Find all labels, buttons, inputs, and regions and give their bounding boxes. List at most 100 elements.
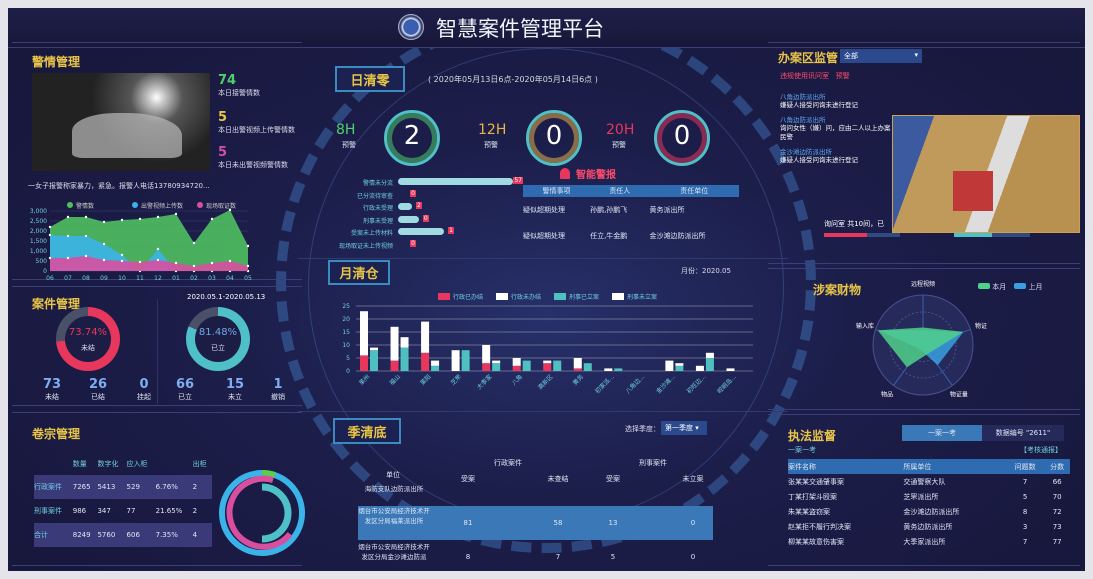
tab-one-case-one-review[interactable]: 一案一考 — [902, 425, 982, 441]
x-tick-label: 崆峒岛... — [715, 373, 737, 395]
bar-刑事未立案[interactable] — [675, 363, 684, 366]
smart-warning-header: 智能警报 — [560, 166, 616, 181]
stat-value: 5 — [218, 145, 228, 160]
review-report-link[interactable]: 【考核通报】 — [1020, 446, 1062, 454]
bar-行政未办结[interactable] — [665, 360, 674, 371]
bar-刑事已立案[interactable] — [614, 368, 623, 371]
data-point — [156, 215, 160, 219]
x-tick-label: 莱阳 — [418, 373, 432, 387]
stat-label: 未结 — [45, 393, 59, 401]
table-row[interactable]: 赵某拒不履行判决案 黄务边防派出所 3 73 — [788, 519, 1070, 534]
col-header: 单位 — [386, 471, 400, 479]
daily-date-range: ( 2020年05月13日6点-2020年05月14日6点 ) — [428, 75, 598, 84]
bar-行政未办结[interactable] — [695, 365, 704, 371]
bar-行政已办结[interactable] — [482, 363, 491, 371]
office-area-select[interactable]: 全部 ▾ — [840, 49, 922, 63]
table-cell: 58 — [553, 519, 563, 527]
bar-行政已办结[interactable] — [512, 365, 521, 371]
bar-刑事未立案[interactable] — [431, 360, 440, 366]
progress-bar: 2 — [398, 202, 422, 210]
data-point — [138, 260, 142, 264]
bar-行政已办结[interactable] — [360, 355, 368, 371]
table-row[interactable]: 柳某某故意伤害案 大季家派出所 7 77 — [788, 534, 1070, 549]
bar-行政未办结[interactable] — [390, 326, 399, 361]
table-row[interactable]: 合计 8249 5760 606 7.35% 4 — [34, 523, 212, 547]
office-footer: 询问室 共10间，已 — [824, 220, 885, 228]
office-alert: 违规使用讯问室 预警 — [780, 72, 850, 80]
quarter-select[interactable]: 第一季度 ▾ — [661, 421, 707, 435]
bar-行政未办结[interactable] — [604, 368, 613, 371]
bar-刑事已立案[interactable] — [492, 363, 501, 371]
table-row[interactable]: 疑似超期处理 孙鹏,孙鹏飞 黄务派出所 — [523, 206, 685, 214]
table-row[interactable]: 烟台市公安局经济技术开发区分局福莱派出所 81 58 13 0 — [358, 506, 713, 540]
y-tick-label: 2,500 — [30, 218, 47, 225]
office-item-title[interactable]: 金沙滩边防派出所 — [780, 148, 832, 156]
x-tick-label: 12 — [154, 275, 162, 281]
legend-item: 行政未办结 — [496, 293, 541, 301]
table-cell: 8 — [1022, 507, 1028, 516]
bar-行政未办结[interactable] — [360, 311, 368, 356]
bar-行政未办结[interactable] — [573, 358, 582, 369]
bar-行政未办结[interactable] — [482, 345, 491, 364]
table-row[interactable]: 行政案件 7265 5413 529 6.76% 2 — [34, 475, 212, 499]
table-row[interactable]: 丁某打架斗殴案 芝罘派出所 5 70 — [788, 489, 1070, 504]
data-point — [192, 241, 196, 245]
table-row[interactable]: 疑似超期处理 任立,牛金鹏 金沙滩边防派出所 — [523, 232, 706, 240]
bar-刑事未立案[interactable] — [705, 352, 714, 358]
x-tick-label: 福山 — [388, 373, 402, 387]
bar-刑事未立案[interactable] — [370, 347, 378, 351]
col-header: 受案 — [461, 475, 475, 483]
tab-data-number[interactable]: 数据编号 "2611" — [982, 425, 1064, 441]
bar-行政未办结[interactable] — [421, 321, 430, 353]
warning-title: 智能警报 — [576, 170, 616, 181]
timer-hour: 20H — [606, 122, 635, 138]
bar-刑事已立案[interactable] — [461, 350, 470, 371]
alert-video-feed[interactable] — [32, 73, 210, 171]
data-point — [48, 225, 52, 229]
alert-trend-chart: 警情数 出警视频上传数 现场取证数 0 500 1,000 1,500 2,000 2,500 3… — [30, 202, 252, 281]
table-cell: 2 — [192, 483, 198, 491]
table-row[interactable]: 刑事案件 986 347 77 21.65% 2 — [34, 499, 212, 523]
table-row[interactable]: 朱某某盗窃案 金沙滩边防派出所 8 72 — [788, 504, 1070, 519]
progress-label: 刑事未受理 — [362, 217, 393, 225]
table-cell: 7 — [555, 553, 561, 561]
table-row[interactable]: 烟台市公安局经济技术开发区分局金沙滩边防派 8 7 5 0 — [358, 542, 713, 571]
bar-刑事已立案[interactable] — [522, 360, 531, 371]
table-row[interactable]: 海防支队边防派出所 — [358, 484, 713, 506]
police-badge-logo — [398, 14, 424, 40]
bar-行政未办结[interactable] — [512, 358, 521, 366]
alerts-panel: 警情管理 74 本日接警情数 5 本日出警视频上传警情数 5 本日未出警视频警情… — [12, 42, 302, 281]
bar-行政未办结[interactable] — [543, 360, 552, 364]
office-item-title[interactable]: 八角边防派出所 — [780, 93, 826, 101]
donut-percent: 73.74% — [68, 327, 108, 338]
bar-刑事已立案[interactable] — [675, 365, 684, 371]
timer-hour: 8H — [336, 122, 356, 138]
table-cell: 8 — [465, 553, 471, 561]
office-item-title[interactable]: 八角边防派出所 — [780, 116, 826, 124]
bar-刑事已立案[interactable] — [431, 365, 440, 371]
bar-刑事未立案[interactable] — [492, 360, 501, 364]
radar-axis-label: 物品 — [881, 390, 893, 398]
data-point — [48, 256, 52, 260]
progress-label: 已分流待审查 — [356, 192, 393, 200]
bar-刑事已立案[interactable] — [400, 347, 409, 371]
bar-行政已办结[interactable] — [573, 368, 582, 371]
bar-刑事已立案[interactable] — [705, 358, 714, 371]
interrogation-room-camera[interactable] — [892, 115, 1080, 233]
legend-item: 刑事已立案 — [554, 293, 599, 301]
data-point — [84, 215, 88, 219]
supervision-panel: 执法监督 一案一考 数据编号 "2611" 一案一考 【考核通报】 案件名称 所属… — [768, 414, 1080, 566]
timer-gauge: 2 — [384, 110, 440, 166]
bar-刑事已立案[interactable] — [583, 363, 592, 371]
bar-行政已办结[interactable] — [390, 360, 399, 371]
bar-行政已办结[interactable] — [421, 352, 430, 371]
bar-行政已办结[interactable] — [543, 363, 552, 371]
bar-行政未办结[interactable] — [726, 368, 735, 371]
bar-刑事未立案[interactable] — [400, 337, 409, 348]
bar-行政未办结[interactable] — [451, 350, 460, 371]
bar-刑事已立案[interactable] — [553, 360, 562, 371]
table-row[interactable]: 张某某交通肇事案 交通警察大队 7 66 — [788, 474, 1070, 489]
bar-刑事已立案[interactable] — [370, 350, 378, 371]
svg-text:警情数: 警情数 — [76, 202, 94, 210]
y-tick-label: 0 — [43, 268, 47, 275]
